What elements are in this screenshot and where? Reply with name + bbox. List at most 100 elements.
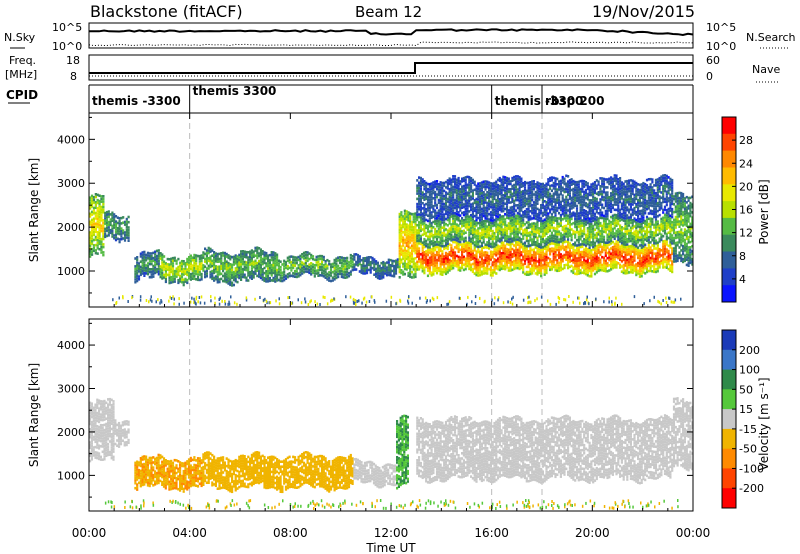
echo-cell <box>665 261 668 264</box>
echo-cell <box>453 264 457 267</box>
echo-cell <box>507 256 510 259</box>
echo-cell <box>168 279 171 282</box>
echo-cell <box>154 266 157 269</box>
echo-cell <box>243 253 246 256</box>
echo-cell <box>514 225 518 228</box>
echo-cell <box>559 268 562 272</box>
echo-cell <box>532 258 535 262</box>
echo-cell <box>534 264 537 267</box>
echo-cell <box>602 238 606 241</box>
echo-cell <box>527 192 530 195</box>
echo-cell <box>247 261 250 264</box>
echo-cell <box>631 268 634 272</box>
echo-cell <box>475 189 478 193</box>
echo-cell <box>638 238 641 242</box>
echo-cell <box>534 243 537 247</box>
echo-cell <box>412 241 415 245</box>
echo-cell <box>514 233 518 236</box>
echo-cell <box>626 240 629 244</box>
echo-cell <box>430 195 433 198</box>
echo-cell <box>444 238 448 242</box>
echo-cell <box>577 256 580 260</box>
echo-cell <box>216 257 219 261</box>
echo-cell <box>430 248 433 251</box>
echo-cell <box>473 233 476 236</box>
echo-cell <box>446 218 449 222</box>
echo-cell <box>563 238 566 241</box>
echo-cell <box>541 251 544 254</box>
echo-cell <box>556 264 559 267</box>
echo-cell <box>642 250 645 253</box>
echo-cell <box>186 278 189 282</box>
echo-cell <box>430 192 433 196</box>
echo-cell <box>529 272 532 276</box>
echo-cell <box>570 228 573 231</box>
echo-cell <box>480 247 483 250</box>
echo-cell <box>448 258 451 262</box>
echo-cell <box>418 249 421 253</box>
echo-cell <box>667 236 670 240</box>
echo-cell <box>581 240 584 243</box>
echo-cell <box>653 244 656 248</box>
echo-cell <box>324 270 327 274</box>
echo-cell <box>419 179 422 183</box>
echo-cell <box>338 272 342 276</box>
echo-cell <box>139 255 142 258</box>
echo-cell <box>502 254 505 257</box>
echo-cell <box>541 256 544 259</box>
echo-cell <box>507 209 510 212</box>
echo-cell <box>355 253 358 256</box>
echo-cell <box>241 267 244 271</box>
echo-cell <box>610 236 613 240</box>
echo-cell <box>225 255 228 258</box>
echo-cell <box>457 182 460 185</box>
echo-cell <box>493 184 496 188</box>
echo-cell <box>466 251 469 255</box>
echo-cell <box>471 189 474 192</box>
echo-cell <box>500 254 503 258</box>
echo-cell <box>484 180 487 183</box>
echo-cell <box>276 271 279 274</box>
echo-cell <box>556 253 559 257</box>
echo-cell <box>500 215 503 218</box>
echo-cell <box>468 241 471 245</box>
echo-cell <box>92 244 96 247</box>
echo-cell <box>622 256 625 259</box>
echo-cell <box>419 182 422 185</box>
echo-cell <box>232 260 235 264</box>
echo-cell <box>412 226 415 229</box>
echo-cell <box>122 229 125 232</box>
echo-cell <box>426 209 430 212</box>
echo-cell <box>136 256 139 259</box>
echo-cell <box>419 260 422 264</box>
echo-cell <box>450 212 453 216</box>
echo-cell <box>455 183 458 187</box>
echo-cell <box>613 260 616 264</box>
echo-cell <box>518 191 521 195</box>
echo-cell <box>493 192 496 195</box>
echo-cell <box>493 218 496 222</box>
echo-cell <box>231 255 234 259</box>
echo-cell <box>409 275 412 279</box>
echo-cell <box>423 230 426 233</box>
echo-cell <box>459 206 462 209</box>
echo-cell <box>416 263 419 266</box>
echo-cell <box>536 218 539 221</box>
echo-cell <box>319 254 322 258</box>
echo-cell <box>276 274 279 277</box>
echo-cell <box>470 232 473 235</box>
echo-cell <box>480 210 483 213</box>
echo-cell <box>466 228 469 231</box>
echo-cell <box>516 211 519 215</box>
echo-cell <box>475 221 478 224</box>
echo-cell <box>579 258 582 262</box>
echo-cell <box>437 251 440 254</box>
echo-cell <box>441 184 444 187</box>
echo-cell <box>624 269 627 272</box>
echo-cell <box>520 238 523 241</box>
echo-cell <box>98 237 101 240</box>
echo-cell <box>505 237 509 241</box>
echo-cell <box>534 227 537 231</box>
echo-cell <box>407 237 410 241</box>
echo-cell <box>444 217 448 221</box>
